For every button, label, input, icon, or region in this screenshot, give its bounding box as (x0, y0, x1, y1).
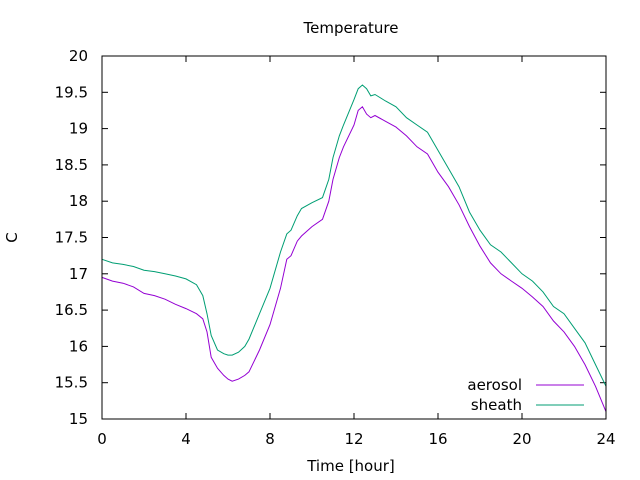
x-tick-label-0: 0 (97, 430, 107, 448)
legend-label-aerosol: aerosol (467, 376, 522, 394)
plot-frame (101, 55, 607, 420)
series-lines (101, 84, 607, 412)
y-tick-label-0: 15 (69, 410, 88, 428)
x-tick-label-3: 12 (344, 430, 363, 448)
x-tick-label-4: 16 (428, 430, 447, 448)
y-tick-label-5: 17.5 (55, 229, 88, 247)
x-tick-label-6: 24 (596, 430, 615, 448)
legend: aerosol sheath (467, 376, 584, 414)
x-tick-label-5: 20 (512, 430, 531, 448)
y-tick-label-10: 20 (69, 47, 88, 65)
y-axis-label: C (3, 232, 21, 242)
y-tick-label-7: 18.5 (55, 156, 88, 174)
legend-label-sheath: sheath (471, 396, 522, 414)
x-tick-label-1: 4 (181, 430, 191, 448)
y-tick-label-9: 19.5 (55, 83, 88, 101)
y-tick-label-2: 16 (69, 337, 88, 355)
y-tick-label-3: 16.5 (55, 301, 88, 319)
y-tick-label-1: 15.5 (55, 374, 88, 392)
series-line-sheath (101, 84, 607, 387)
series-line-aerosol (101, 106, 607, 412)
axis-ticks: 0 4 8 12 16 20 24 15 15.5 16 16.5 17 17.5 18 18.5 19 19.… (55, 47, 616, 448)
chart-title: Temperature (302, 19, 398, 37)
y-tick-label-8: 19 (69, 120, 88, 138)
y-tick-label-6: 18 (69, 192, 88, 210)
x-axis-label: Time [hour] (306, 457, 395, 475)
y-tick-label-4: 17 (69, 265, 88, 283)
x-tick-label-2: 8 (265, 430, 275, 448)
